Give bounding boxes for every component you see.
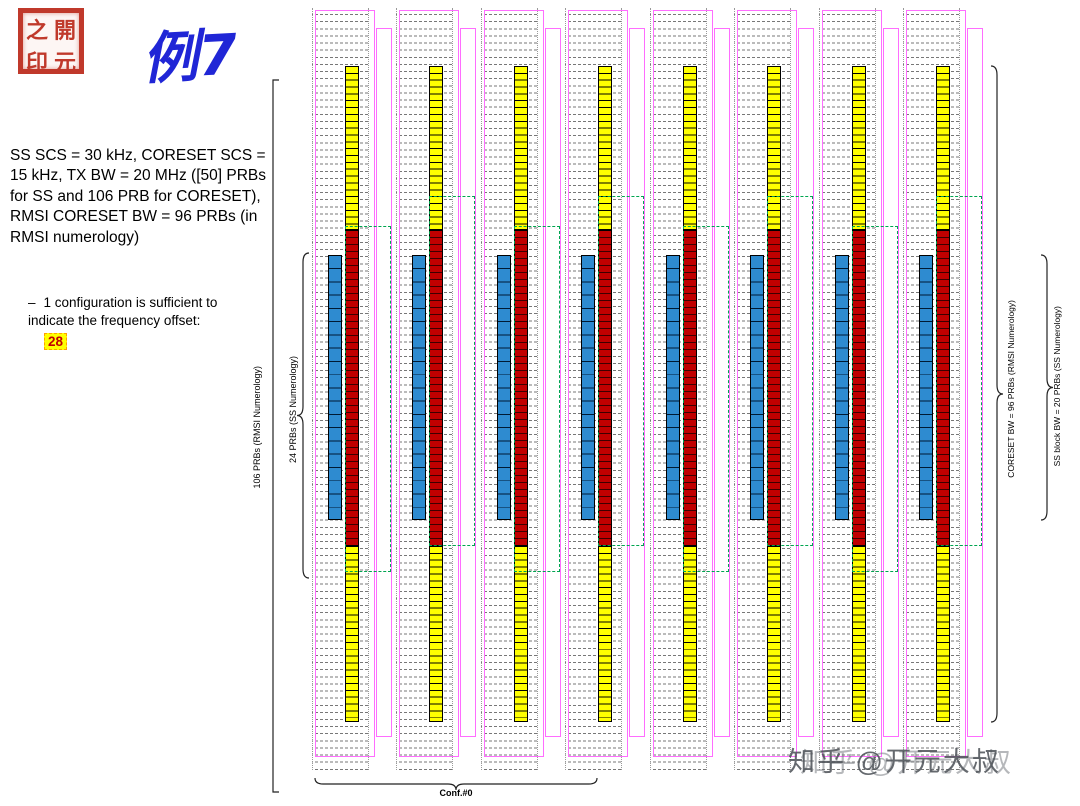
seal-char: 印: [25, 50, 48, 76]
coreset-bar-top: [767, 66, 781, 230]
coreset-bar-top: [345, 66, 359, 230]
description-text: SS SCS = 30 kHz, CORESET SCS = 15 kHz, T…: [10, 147, 266, 246]
ss-block-bar: [835, 255, 849, 520]
coreset-outline: [568, 10, 628, 757]
green-dashed-region: [598, 196, 644, 546]
green-dashed-region: [345, 226, 391, 572]
config-column: [734, 8, 816, 770]
coreset-outline-gap: [629, 28, 645, 737]
coreset-bar-bottom: [767, 546, 781, 722]
coreset-outline-gap: [714, 28, 730, 737]
coreset-outline-gap: [883, 28, 899, 737]
coreset-bar-bottom: [345, 546, 359, 722]
coreset-bar-top: [514, 66, 528, 230]
green-dashed-region: [514, 226, 560, 572]
coreset-bar-top: [429, 66, 443, 230]
bullet-item: – 1 configuration is sufficient to indic…: [28, 294, 262, 351]
ss-block-bar: [412, 255, 426, 520]
label-ss-prbs: 24 PRBs (SS Numerology): [288, 356, 298, 464]
offset-row: 28: [44, 333, 262, 351]
label-coreset-bw: CORESET BW = 96 PRBs (RMSI Numerology): [1006, 300, 1016, 478]
coreset-bar-bottom: [429, 546, 443, 722]
brace-total-prbs: [272, 79, 279, 793]
ss-block-bar: [581, 255, 595, 520]
coreset-outline-gap: [376, 28, 392, 737]
coreset-outline: [315, 10, 375, 757]
config-column: [650, 8, 732, 770]
coreset-bar-bottom: [598, 546, 612, 722]
bullet-dash: –: [28, 295, 36, 310]
label-total-prbs: 106 PRBs (RMSI Numerology): [252, 366, 262, 489]
coreset-outline: [822, 10, 882, 757]
watermark: 知乎 @开元大叔: [788, 747, 1001, 777]
coreset-bar-bottom: [683, 546, 697, 722]
coreset-bar-top: [683, 66, 697, 230]
config-column: [565, 8, 647, 770]
config-column: [903, 8, 985, 770]
ss-block-bar: [497, 255, 511, 520]
offset-value-highlight: 28: [44, 333, 68, 351]
coreset-bar-top: [852, 66, 866, 230]
coreset-bar-bottom: [514, 546, 528, 722]
config-column: [819, 8, 901, 770]
seal-char: 元: [53, 50, 76, 76]
coreset-outline: [653, 10, 713, 757]
coreset-bar-top: [598, 66, 612, 230]
coreset-outline: [906, 10, 966, 757]
green-dashed-region: [429, 196, 475, 546]
green-dashed-region: [683, 226, 729, 572]
green-dashed-region: [767, 196, 813, 546]
config-column: [396, 8, 478, 770]
coreset-outline-gap: [967, 28, 983, 737]
config-label: Conf.#0: [439, 788, 473, 798]
seal-char: 之: [25, 18, 48, 44]
coreset-outline: [737, 10, 797, 757]
brace-coreset-bw: [990, 65, 1004, 723]
coreset-outline: [484, 10, 544, 757]
ss-block-bar: [750, 255, 764, 520]
coreset-outline-gap: [460, 28, 476, 737]
ss-block-bar: [919, 255, 933, 520]
green-dashed-region: [852, 226, 898, 572]
coreset-outline: [399, 10, 459, 757]
coreset-outline-gap: [545, 28, 561, 737]
bullet-text: 1 configuration is sufficient to indicat…: [28, 295, 218, 328]
coreset-bar-bottom: [852, 546, 866, 722]
green-dashed-region: [936, 196, 982, 546]
brace-ss-prbs: [296, 252, 310, 579]
seal-char: 開: [53, 18, 76, 44]
coreset-bar-bottom: [936, 546, 950, 722]
config-column: [481, 8, 563, 770]
ss-block-bar: [666, 255, 680, 520]
coreset-outline-gap: [798, 28, 814, 737]
example-title: 例7: [140, 22, 239, 93]
label-ssblock-bw: SS block BW = 20 PRBs (SS Numerology): [1052, 306, 1062, 467]
coreset-bar-top: [936, 66, 950, 230]
ss-block-bar: [328, 255, 342, 520]
seal-logo: 之 開 印 元: [18, 8, 84, 76]
config-column: [312, 8, 394, 770]
